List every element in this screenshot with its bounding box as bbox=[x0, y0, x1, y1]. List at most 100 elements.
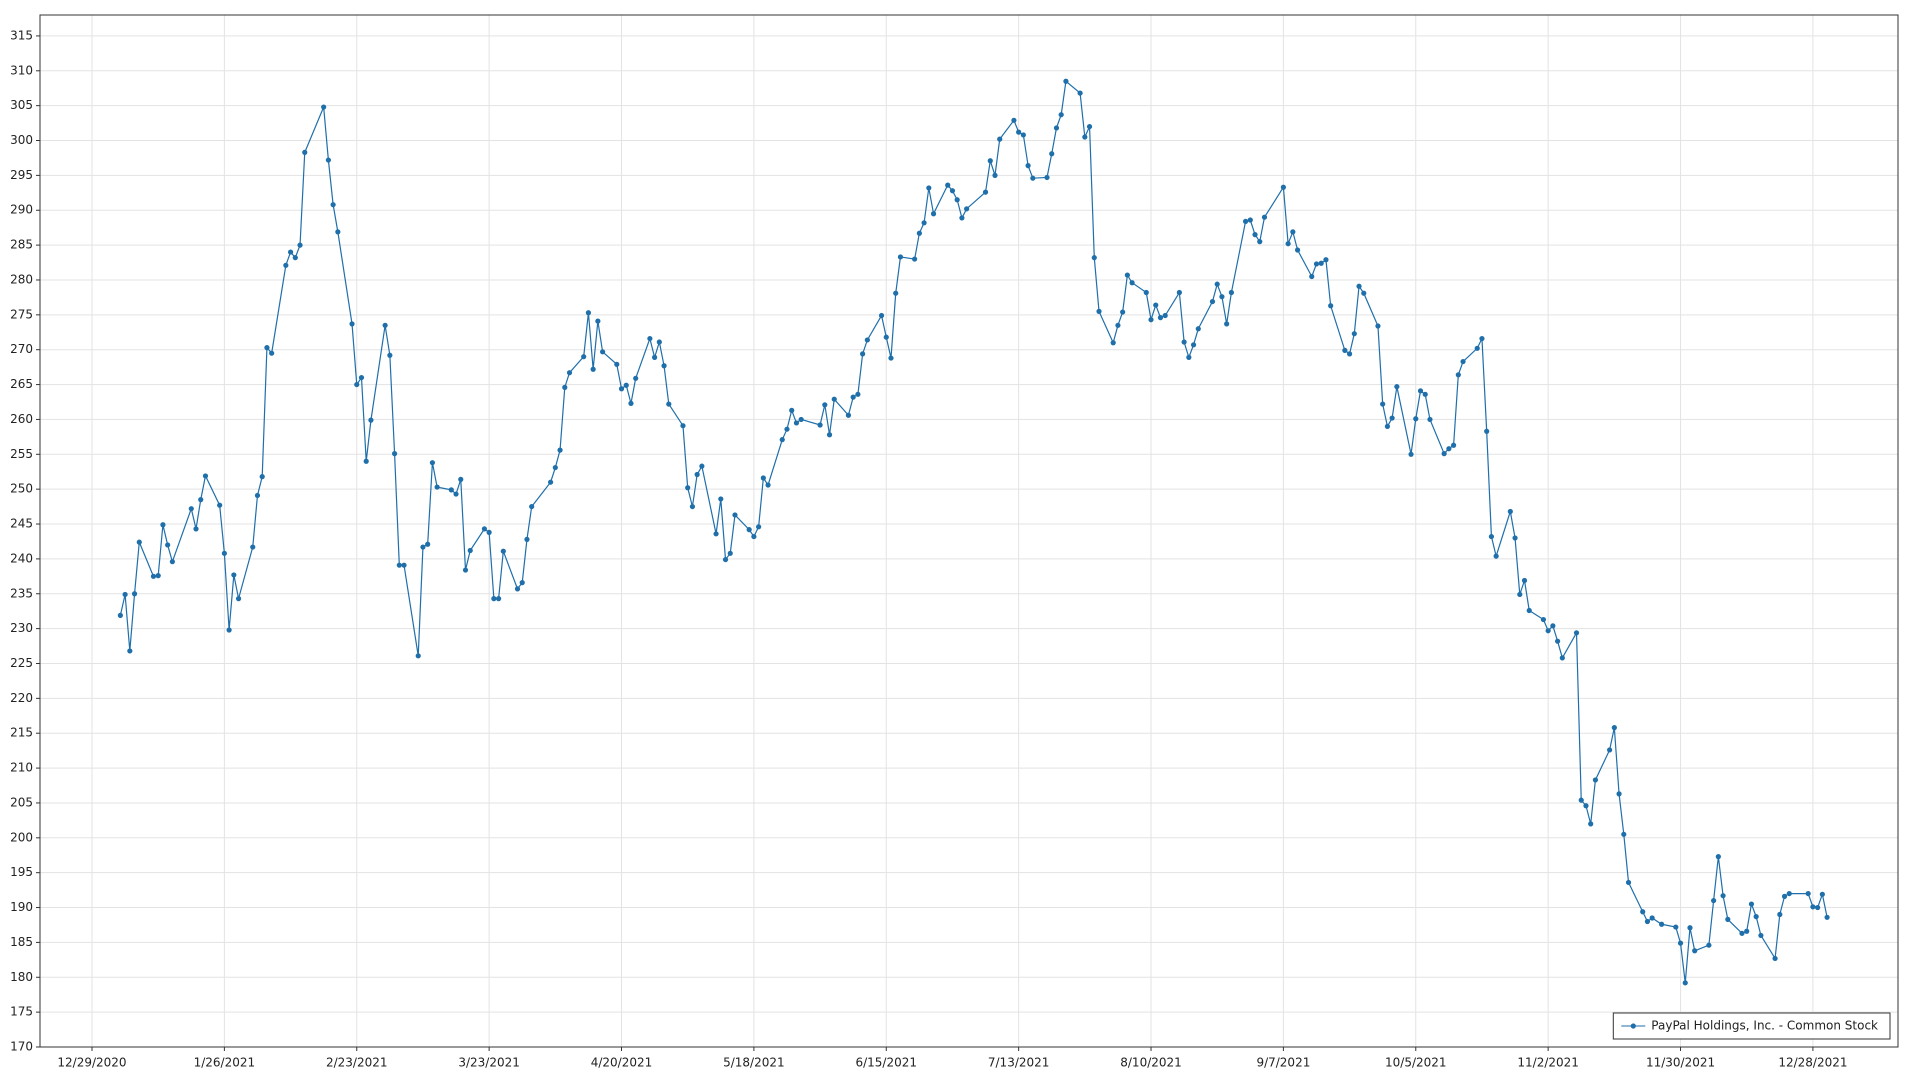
data-point bbox=[826, 432, 833, 438]
data-point bbox=[1753, 914, 1759, 920]
data-point bbox=[198, 497, 204, 503]
data-point bbox=[997, 136, 1003, 142]
data-point bbox=[1380, 401, 1386, 407]
data-point bbox=[495, 596, 502, 602]
data-point bbox=[779, 437, 785, 443]
data-point bbox=[269, 350, 275, 356]
y-tick-label: 225 bbox=[10, 656, 33, 670]
data-point bbox=[552, 464, 558, 471]
data-point bbox=[429, 460, 436, 466]
y-tick-label: 175 bbox=[10, 1005, 33, 1019]
data-point bbox=[954, 197, 960, 203]
data-point bbox=[689, 503, 696, 510]
data-point bbox=[1644, 918, 1651, 925]
data-point bbox=[1224, 321, 1230, 327]
data-point bbox=[921, 220, 927, 226]
data-point bbox=[1219, 294, 1225, 300]
data-point bbox=[226, 627, 232, 633]
data-point bbox=[1053, 125, 1060, 131]
data-point bbox=[1351, 331, 1357, 337]
data-point bbox=[647, 335, 653, 342]
data-point bbox=[235, 596, 242, 602]
data-point bbox=[1294, 247, 1301, 253]
data-point bbox=[1677, 940, 1684, 946]
data-point bbox=[420, 544, 426, 550]
data-point bbox=[798, 416, 804, 423]
data-point bbox=[425, 541, 431, 547]
data-point bbox=[883, 334, 889, 340]
data-point bbox=[1748, 901, 1755, 907]
data-point bbox=[368, 417, 374, 423]
data-point bbox=[453, 491, 459, 497]
data-point bbox=[1455, 372, 1461, 378]
y-tick-label: 180 bbox=[10, 970, 33, 984]
data-point bbox=[325, 157, 331, 163]
data-point bbox=[926, 185, 932, 191]
data-point bbox=[1030, 175, 1036, 181]
data-point bbox=[188, 506, 194, 512]
data-point bbox=[652, 354, 658, 360]
data-point bbox=[1692, 948, 1698, 954]
y-tick-label: 185 bbox=[10, 935, 33, 949]
x-tick-label: 7/13/2021 bbox=[988, 1056, 1050, 1070]
data-point bbox=[1441, 451, 1447, 457]
data-point bbox=[1318, 260, 1324, 266]
data-point bbox=[349, 321, 355, 327]
y-tick-label: 195 bbox=[10, 865, 33, 879]
data-point bbox=[1247, 217, 1253, 223]
data-point bbox=[1649, 915, 1655, 921]
data-point bbox=[746, 527, 752, 533]
data-point bbox=[850, 394, 856, 400]
data-point bbox=[727, 550, 733, 556]
data-point bbox=[1720, 893, 1726, 899]
y-tick-label: 270 bbox=[10, 342, 33, 356]
data-point bbox=[1507, 508, 1513, 515]
data-point bbox=[500, 548, 506, 554]
data-point bbox=[1356, 283, 1362, 289]
data-point bbox=[302, 149, 308, 155]
y-tick-label: 220 bbox=[10, 691, 33, 705]
x-tick-label: 11/2/2021 bbox=[1517, 1056, 1579, 1070]
data-point bbox=[680, 423, 686, 429]
data-point bbox=[259, 474, 265, 480]
data-point bbox=[165, 542, 171, 548]
data-point bbox=[217, 502, 223, 508]
data-point bbox=[1120, 309, 1126, 315]
data-point bbox=[1096, 308, 1102, 314]
data-point bbox=[1020, 132, 1026, 138]
y-tick-label: 205 bbox=[10, 795, 33, 809]
data-point bbox=[1313, 261, 1320, 267]
data-point bbox=[595, 318, 601, 324]
data-point bbox=[600, 349, 606, 355]
y-tick-label: 215 bbox=[10, 726, 33, 740]
data-point bbox=[945, 182, 951, 188]
data-point bbox=[656, 339, 662, 345]
data-point bbox=[1687, 925, 1693, 931]
data-point bbox=[1242, 218, 1249, 224]
data-point bbox=[458, 476, 464, 482]
data-point bbox=[160, 522, 166, 528]
y-tick-label: 255 bbox=[10, 447, 33, 461]
y-tick-label: 305 bbox=[10, 98, 33, 112]
data-point bbox=[585, 310, 592, 316]
data-point bbox=[1625, 879, 1632, 886]
data-point bbox=[897, 254, 904, 260]
data-point bbox=[202, 473, 209, 479]
data-point bbox=[127, 648, 133, 654]
data-point bbox=[1153, 302, 1159, 308]
data-point bbox=[250, 544, 256, 550]
data-point bbox=[633, 375, 639, 381]
data-point bbox=[481, 526, 488, 532]
data-point bbox=[391, 451, 398, 457]
data-point bbox=[1384, 423, 1391, 430]
data-point bbox=[491, 596, 497, 602]
data-point bbox=[732, 512, 738, 518]
y-tick-label: 310 bbox=[10, 63, 33, 77]
y-tick-label: 170 bbox=[10, 1040, 33, 1054]
data-point bbox=[1214, 281, 1220, 287]
data-point bbox=[581, 354, 587, 360]
y-tick-label: 250 bbox=[10, 482, 33, 496]
data-point bbox=[529, 503, 535, 510]
data-point bbox=[547, 479, 554, 485]
